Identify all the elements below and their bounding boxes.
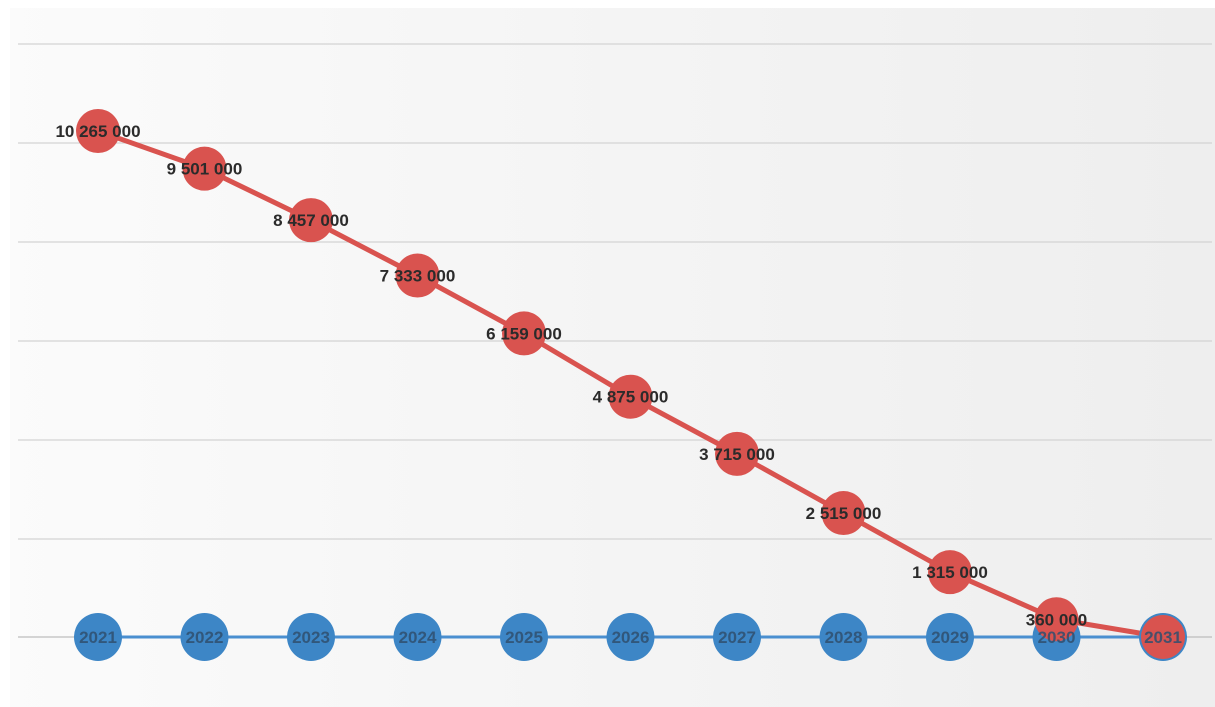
value-label: 10 265 000 [55,122,140,141]
blue-data-point [926,613,974,661]
blue-data-point [74,613,122,661]
value-label: 6 159 000 [486,324,562,343]
red-data-point [76,109,120,153]
value-label: 3 715 000 [699,445,775,464]
year-label: 2021 [79,628,117,647]
year-label: 2022 [186,628,224,647]
blue-data-point [606,613,655,661]
value-label: 1 315 000 [912,563,988,582]
red-data-point [395,253,440,298]
page-margin-left [0,0,10,707]
red-data-point [821,491,866,536]
year-label: 2030 [1038,628,1076,647]
blue-data-point [713,613,761,661]
blue-data-point [393,613,442,661]
red-data-point [608,374,653,419]
blue-data-point [180,613,229,661]
year-label: 2026 [612,628,650,647]
red-data-point [502,311,546,356]
red-data-point [1141,615,1185,659]
value-label: 7 333 000 [380,267,456,286]
red-data-point [928,550,972,595]
blue-data-point [287,613,335,661]
gridlines [18,43,1212,638]
red-data-point [715,431,759,476]
red-data-point [289,198,333,243]
value-label: 360 000 [1026,610,1087,629]
year-label: 2031 [1144,628,1182,647]
red-data-point [182,146,227,191]
blue-data-point [500,613,548,661]
value-label: 9 501 000 [167,160,243,179]
year-label: 2025 [505,628,543,647]
year-label: 2029 [931,628,969,647]
data-labels: 2021 2022 2023 2024 2025 2026 2027 2028 2029 2030… [55,122,1181,647]
year-label: 2023 [292,628,330,647]
year-label: 2028 [825,628,863,647]
blue-data-point [819,613,868,661]
value-label: 8 457 000 [273,211,349,230]
page-margin-top [0,0,1215,8]
red-data-point [1034,597,1079,642]
value-label: 2 515 000 [806,504,882,523]
value-label: 4 875 000 [593,388,669,407]
year-label: 2024 [399,628,437,647]
year-label: 2027 [718,628,756,647]
data-points [74,109,1187,661]
